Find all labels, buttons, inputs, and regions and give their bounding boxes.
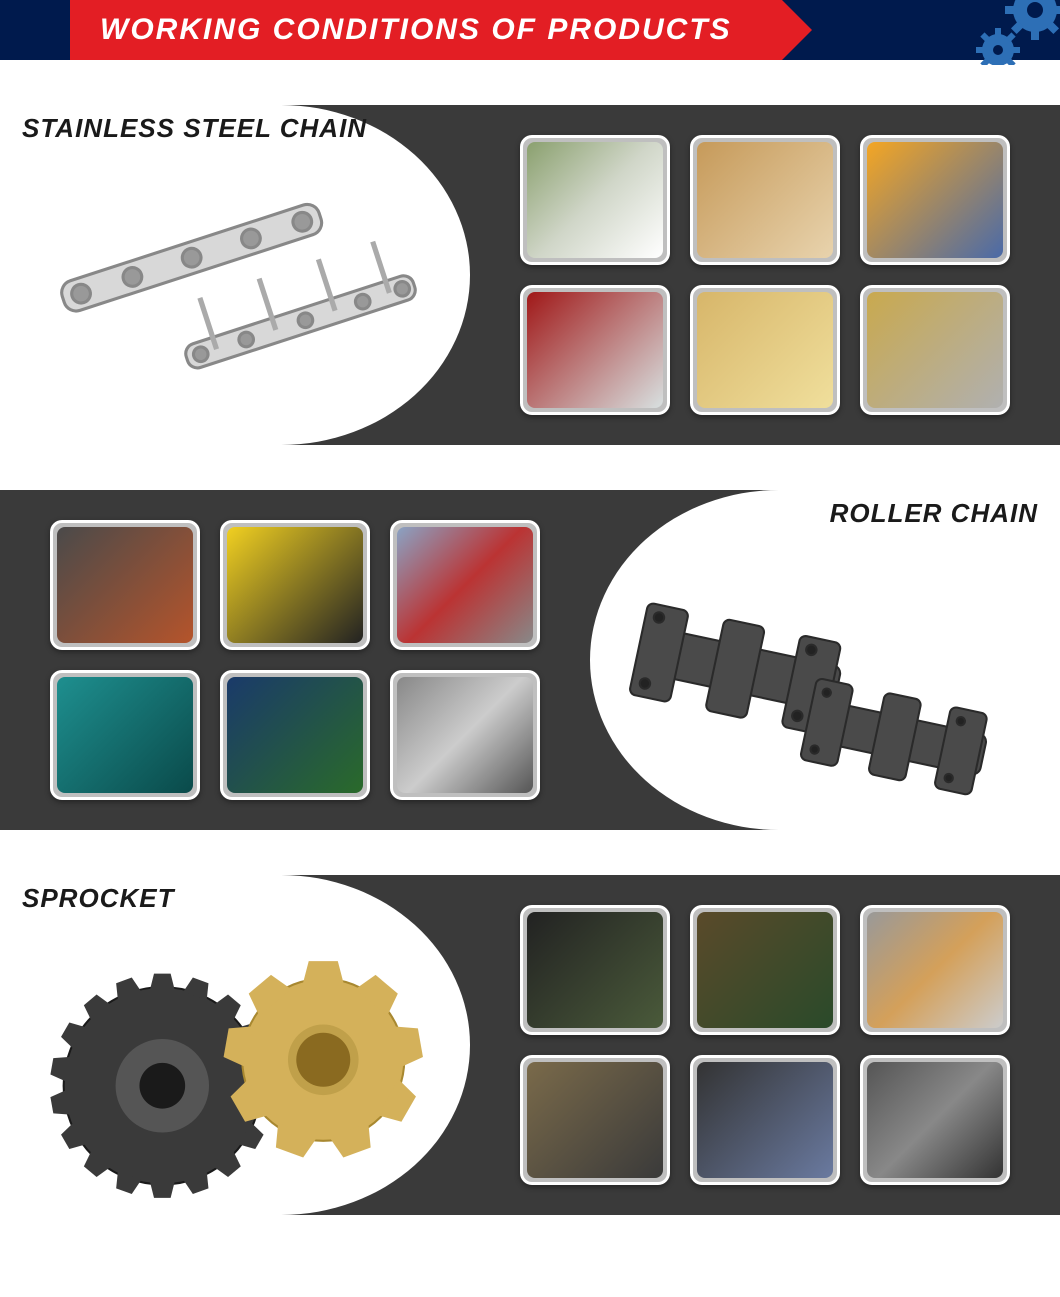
feature-bubble-sprocket: SPROCKET <box>0 875 470 1215</box>
section-title-roller: ROLLER CHAIN <box>830 498 1038 529</box>
thumb-grid-stainless <box>470 105 1060 445</box>
thumb-motorcycle-engine-sprocket <box>690 1055 840 1185</box>
thumb-grid-roller <box>0 490 590 830</box>
thumb-overhead-crane-machinery <box>50 670 200 800</box>
section-title-sprocket: SPROCKET <box>22 883 174 914</box>
thumb-orange-fruit-conveyor <box>860 135 1010 265</box>
thumb-cherry-washing-line <box>520 285 670 415</box>
feature-bubble-roller: ROLLER CHAIN <box>590 490 1060 830</box>
thumb-assembly-line-conveyor <box>220 670 370 800</box>
sprocket-product-image <box>25 930 445 1200</box>
section-stainless-steel-chain: STAINLESS STEEL CHAIN <box>0 105 1060 445</box>
roller-chain-product-image <box>615 545 1035 815</box>
header-accent-slab: WORKING CONDITIONS OF PRODUCTS <box>70 0 782 60</box>
thumb-food-processing-washing <box>520 135 670 265</box>
thumb-escalator-step-chain <box>220 520 370 650</box>
feature-bubble-stainless: STAINLESS STEEL CHAIN <box>0 105 470 445</box>
thumb-grid-sprocket <box>470 875 1060 1215</box>
thumb-conveyor-sprocket-track <box>520 1055 670 1185</box>
header-band: WORKING CONDITIONS OF PRODUCTS <box>0 0 1060 60</box>
thumb-biscuit-cookie-conveyor <box>860 285 1010 415</box>
section-roller-chain: ROLLER CHAIN <box>0 490 1060 830</box>
thumb-agricultural-machinery <box>690 905 840 1035</box>
section-sprocket: SPROCKET <box>0 875 1060 1215</box>
page-title: WORKING CONDITIONS OF PRODUCTS <box>100 13 732 47</box>
gear-decoration <box>940 0 1060 65</box>
section-title-stainless: STAINLESS STEEL CHAIN <box>22 113 367 144</box>
thumb-port-container-cranes <box>390 520 540 650</box>
thumb-packaging-machinery <box>390 670 540 800</box>
thumb-gearbox-mechanism <box>860 1055 1010 1185</box>
thumb-industrial-roller-chain-closeup <box>50 520 200 650</box>
stainless-chain-product-image <box>25 160 445 430</box>
thumb-snack-food-fryer-line <box>690 285 840 415</box>
thumb-toast-bread-conveyor <box>690 135 840 265</box>
thumb-bicycle-crank-sprocket <box>520 905 670 1035</box>
thumb-industrial-drive-system <box>860 905 1010 1035</box>
